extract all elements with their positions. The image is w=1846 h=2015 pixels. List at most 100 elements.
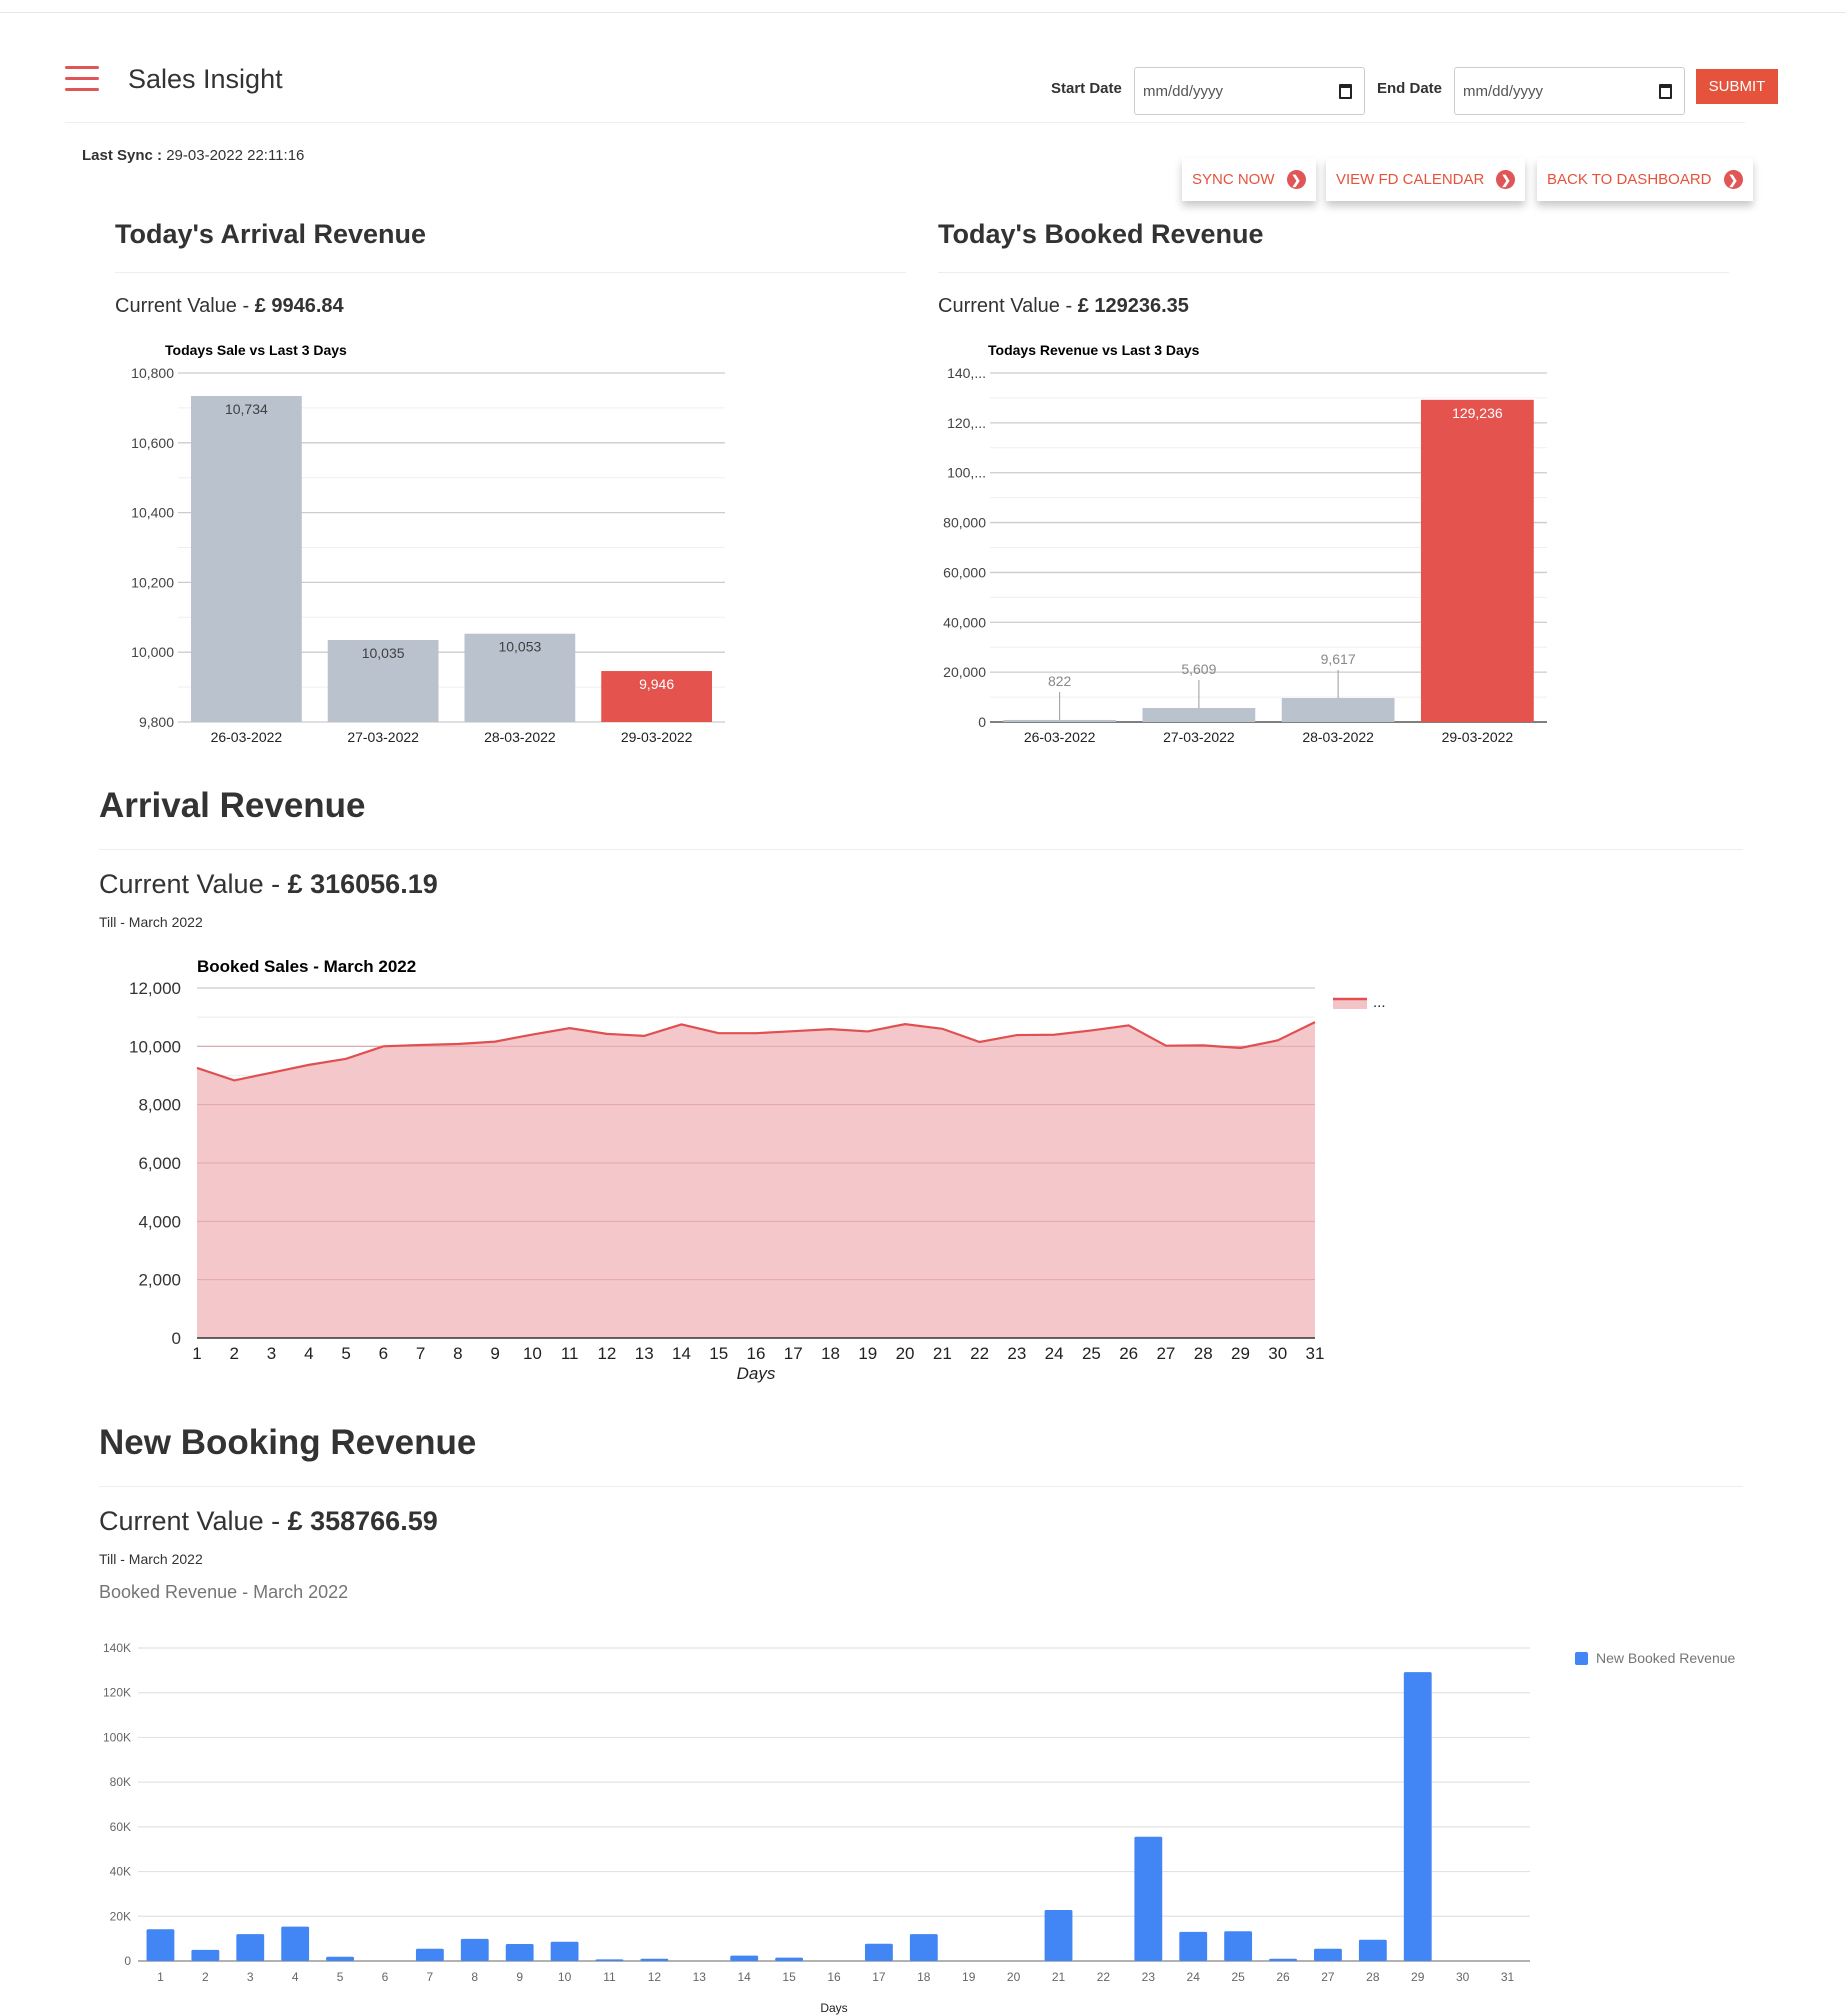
x-tick-label: 9 — [490, 1344, 499, 1363]
arrival-current-value: Current Value - £ 316056.19 — [99, 869, 438, 900]
x-tick-label: 17 — [784, 1344, 803, 1363]
x-tick-label: 13 — [635, 1344, 654, 1363]
data-label: 10,053 — [498, 639, 541, 655]
x-tick-label: 17 — [872, 1970, 886, 1984]
y-tick-label: 6,000 — [138, 1154, 181, 1173]
y-tick-label: 10,000 — [131, 644, 174, 660]
back-to-dashboard-button[interactable]: BACK TO DASHBOARD ❯ — [1537, 158, 1753, 201]
calendar-icon[interactable] — [1339, 83, 1352, 99]
bar — [1358, 1939, 1387, 1961]
y-tick-label: 40K — [110, 1865, 131, 1879]
chevron-circle-right-icon: ❯ — [1496, 170, 1516, 189]
x-tick-label: 21 — [1052, 1970, 1066, 1984]
bar — [236, 1934, 265, 1961]
today-booked-heading: Today's Booked Revenue — [938, 219, 1264, 249]
x-tick-label: 28-03-2022 — [484, 729, 556, 745]
bar — [1142, 708, 1256, 722]
y-tick-label: 100,... — [947, 465, 986, 481]
y-tick-label: 80,000 — [943, 515, 986, 531]
bar — [1044, 1910, 1073, 1961]
data-label: 9,946 — [639, 676, 674, 692]
bar — [1281, 698, 1395, 722]
x-tick-label: 13 — [693, 1970, 707, 1984]
y-tick-label: 140K — [103, 1641, 131, 1655]
y-tick-label: 10,800 — [131, 365, 174, 381]
x-tick-label: 15 — [782, 1970, 796, 1984]
bar — [1314, 1948, 1342, 1961]
x-tick-label: 4 — [304, 1344, 313, 1363]
bar — [601, 671, 713, 722]
x-tick-label: 10 — [558, 1970, 572, 1984]
y-tick-label: 0 — [978, 714, 986, 730]
x-tick-label: 29 — [1231, 1344, 1250, 1363]
bar — [281, 1926, 310, 1961]
today-arrival-divider — [115, 272, 906, 273]
sync-now-button[interactable]: SYNC NOW ❯ — [1182, 158, 1316, 201]
x-tick-label: 7 — [427, 1970, 434, 1984]
today-booked-bar-chart: 0 20,000 40,000 60,000 80,000 100,... 120,... 1… — [943, 365, 1547, 745]
x-tick-label: 26-03-2022 — [211, 729, 283, 745]
y-tick-label: 100K — [103, 1730, 131, 1744]
x-tick-label: 11 — [603, 1970, 616, 1984]
current-value-amount: £ 9946.84 — [254, 295, 344, 317]
x-tick-label: 28 — [1194, 1344, 1213, 1363]
bar — [146, 1929, 175, 1961]
last-sync-label: Last Sync : — [82, 147, 163, 164]
x-tick-label: 30 — [1268, 1344, 1287, 1363]
arrival-revenue-heading: Arrival Revenue — [99, 786, 366, 825]
view-fd-calendar-button[interactable]: VIEW FD CALENDAR ❯ — [1326, 158, 1526, 201]
x-tick-label: 8 — [453, 1344, 462, 1363]
x-tick-label: 27-03-2022 — [1163, 729, 1235, 745]
calendar-icon[interactable] — [1659, 83, 1672, 99]
area-fill — [197, 1022, 1315, 1338]
x-tick-label: 27-03-2022 — [347, 729, 419, 745]
today-booked-divider — [938, 272, 1729, 273]
x-axis-title: Days — [737, 1364, 776, 1383]
bar — [415, 1948, 444, 1961]
bar — [595, 1959, 624, 1961]
y-tick-label: 10,400 — [131, 505, 174, 521]
x-tick-label: 24 — [1187, 1970, 1201, 1984]
bar — [640, 1958, 669, 1961]
bar — [1003, 719, 1117, 722]
x-tick-label: 5 — [337, 1970, 344, 1984]
y-tick-label: 4,000 — [138, 1212, 181, 1231]
x-tick-label: 12 — [597, 1344, 616, 1363]
y-tick-label: 10,200 — [131, 574, 174, 590]
y-tick-label: 120K — [103, 1686, 131, 1700]
new-booking-current-value: Current Value - £ 358766.59 — [99, 1506, 438, 1537]
hamburger-menu-icon[interactable] — [65, 66, 99, 92]
chart-title: Booked Sales - March 2022 — [197, 957, 417, 976]
bar — [191, 1949, 220, 1961]
current-value-label: Current Value - — [99, 1506, 288, 1536]
current-value-label: Current Value - — [99, 869, 288, 899]
x-tick-label: 18 — [917, 1970, 931, 1984]
end-date-input[interactable]: mm/dd/yyyy — [1454, 67, 1685, 115]
bar — [1134, 1836, 1163, 1961]
x-tick-label: 28 — [1366, 1970, 1380, 1984]
x-tick-label: 25 — [1231, 1970, 1245, 1984]
x-tick-label: 20 — [896, 1344, 915, 1363]
x-tick-label: 24 — [1045, 1344, 1064, 1363]
x-tick-label: 19 — [858, 1344, 877, 1363]
y-tick-label: 60K — [110, 1820, 131, 1834]
today-arrival-bar-chart: 9,800 10,000 10,200 10,400 10,600 10,800 10,73… — [131, 365, 725, 745]
x-tick-label: 31 — [1306, 1344, 1325, 1363]
submit-button[interactable]: SUBMIT — [1696, 69, 1778, 104]
bar — [190, 396, 302, 722]
new-booking-divider — [99, 1486, 1743, 1487]
legend-swatch — [1575, 1652, 1588, 1665]
bar — [730, 1955, 759, 1961]
x-tick-label: 3 — [247, 1970, 254, 1984]
x-tick-label: 4 — [292, 1970, 299, 1984]
x-tick-label: 14 — [672, 1344, 691, 1363]
arrival-divider — [99, 849, 1743, 850]
last-sync: Last Sync : 29-03-2022 22:11:16 — [82, 147, 304, 164]
start-date-input[interactable]: mm/dd/yyyy — [1134, 67, 1365, 115]
bar — [550, 1941, 579, 1961]
bar — [1269, 1958, 1297, 1961]
y-tick-label: 10,000 — [129, 1037, 181, 1056]
current-value-label: Current Value - — [938, 295, 1078, 317]
y-tick-label: 120,... — [947, 415, 986, 431]
